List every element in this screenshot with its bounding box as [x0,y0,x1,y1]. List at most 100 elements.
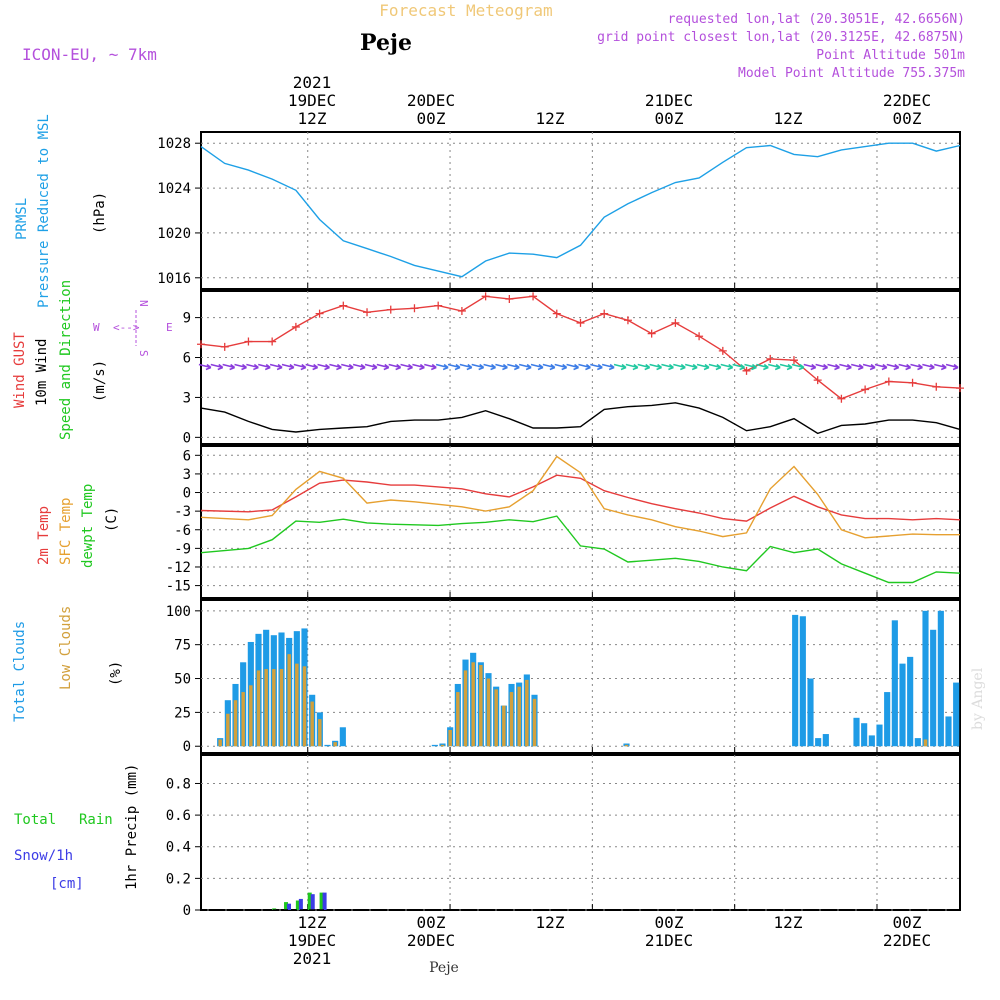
y-tick-label: 75 [174,638,191,654]
wind-arrow [364,363,378,371]
wind-arrow [566,363,580,371]
cloud-bar [945,716,952,747]
y-tick-label: 1020 [157,226,191,242]
model-altitude: Model Point Altitude 755.375m [738,66,965,81]
point-altitude: Point Altitude 501m [816,48,965,63]
panel-frame [200,290,961,445]
wind-arrow [637,363,651,371]
y-tick-label: 0 [183,486,191,502]
wind-arrow [198,363,212,371]
cloud-bar [264,669,268,747]
bottom-time-label: 00Z [417,913,446,932]
wind-arrow [803,363,817,371]
y-tick-label: -9 [174,541,191,557]
watermark: by Angel [970,667,986,730]
cloud-bar [241,692,245,747]
cloud-bar [914,738,921,747]
bottom-time-label: 20DEC [407,931,455,950]
top-time-label: 12Z [298,109,327,128]
bottom-time-label: 21DEC [645,931,693,950]
cloud-bar [431,744,438,747]
wind-arrow [459,363,473,371]
y-tick-label: -6 [174,523,191,539]
wind-arrow [388,363,402,371]
wind-arrow [625,363,639,371]
cloud-bar [295,663,299,747]
top-time-label: 00Z [655,109,684,128]
y-tick-label: 25 [174,705,191,721]
wind-arrow [684,363,698,371]
top-time-label: 2021 [293,73,332,92]
gust-marker [718,346,727,355]
cloud-bar [486,678,491,747]
p4-label-total: Total Clouds [12,621,28,722]
cloud-bar [463,670,468,747]
precip-bar [307,892,312,910]
gust-marker [623,316,632,325]
cloud-bar [923,739,928,747]
gust-marker [457,306,466,315]
bottom-time-label: 12Z [536,913,565,932]
wind-arrow [934,363,947,371]
p4-label-low: Low Clouds [58,606,74,690]
gust-marker [315,309,324,318]
bottom-time-label: 22DEC [883,931,931,950]
gust-marker [552,309,561,318]
requested-coords: requested lon,lat (20.3051E, 42.6656N) [668,12,965,27]
cloud-bar [822,734,829,747]
compass-s: S [137,350,150,357]
y-tick-label: -15 [166,579,191,595]
cloud-bar [815,738,822,747]
precip-bar [298,898,303,910]
wind-arrow [542,363,556,371]
wind-arrow [839,363,852,371]
gust-marker [576,318,585,327]
compass-w: W [93,321,100,334]
panel-frame [200,599,961,754]
gust-marker [410,304,419,313]
compass-n: N [137,300,150,307]
p2-label-unit: (m/s) [92,360,108,402]
p1-label-prmsl: PRMSL [14,198,30,240]
wind-arrow [601,363,615,371]
cloud-bar [509,692,514,747]
precip-bar [295,900,300,910]
wind-arrow [756,363,769,371]
cloud-bar [339,727,346,747]
wind-arrow [554,363,568,371]
gust-marker [742,366,751,375]
p2-label-gust: Wind GUST [12,332,28,408]
wind-arrow [341,363,354,371]
precip-bar [272,908,277,910]
top-time-label: 21DEC [645,91,693,110]
cloud-bar [287,654,291,747]
cloud-bar [226,713,230,747]
compass-e: E [166,321,173,334]
wind-arrow [471,363,485,371]
cloud-bar [517,686,521,747]
y-tick-label: 100 [166,604,191,620]
p5-label-cm: [cm] [50,876,84,892]
wind-arrow [673,363,686,371]
wind-arrow [862,363,876,371]
wind-arrow [613,363,627,371]
wind-arrow [744,363,757,371]
cloud-bar [333,742,337,747]
gust-marker [932,382,941,391]
gust-marker [386,305,395,314]
cloud-bar [868,735,875,747]
wind-arrow [412,363,425,371]
wind-arrow [293,363,307,371]
cloud-bar [922,610,929,747]
cloud-bar [471,662,475,747]
gust-marker [197,340,205,349]
gust-marker [766,354,775,363]
cloud-bar [930,629,937,747]
wind-arrow [269,363,283,371]
wind-arrow [305,363,319,371]
gust-marker [529,292,538,301]
p1-label-unit: (hPa) [92,192,108,234]
wind-arrow [258,363,271,371]
p5-label-unit: 1hr Precip (mm) [124,764,140,890]
y-tick-label: 0 [183,739,191,755]
